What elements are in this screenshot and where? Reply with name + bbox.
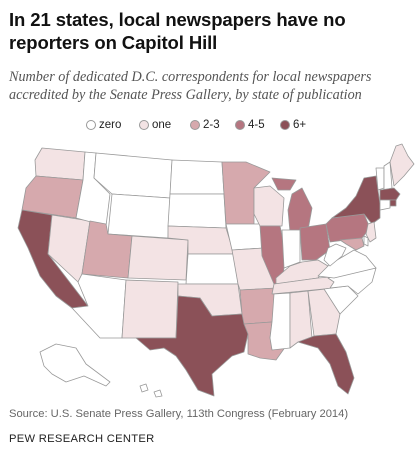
state-wv xyxy=(323,243,347,267)
state-nd xyxy=(169,159,225,195)
state-ma xyxy=(379,187,401,201)
state-tx xyxy=(135,295,249,397)
state-de xyxy=(363,235,369,247)
legend-label-2-3: 2-3 xyxy=(203,119,220,131)
legend-label-4-5: 4-5 xyxy=(248,119,265,131)
us-map-svg xyxy=(17,143,415,398)
legend-swatch-2-3 xyxy=(190,120,200,130)
legend-swatch-6-plus xyxy=(280,120,290,130)
state-co xyxy=(127,235,189,281)
state-md xyxy=(339,237,365,251)
legend-label-6-plus: 6+ xyxy=(293,119,307,131)
state-hi xyxy=(139,383,163,398)
state-nj xyxy=(365,221,377,243)
state-sd xyxy=(167,193,227,229)
state-ak xyxy=(39,343,111,387)
legend: zero one 2-3 4-5 6+ xyxy=(0,117,420,133)
state-ct xyxy=(379,199,391,211)
state-nm xyxy=(121,279,179,339)
state-in xyxy=(281,229,301,269)
state-wi xyxy=(253,185,285,227)
state-ar xyxy=(239,287,277,325)
legend-swatch-4-5 xyxy=(235,120,245,130)
org-credit: PEW RESEARCH CENTER xyxy=(9,433,155,445)
state-ks xyxy=(185,253,239,285)
legend-swatch-one xyxy=(139,120,149,130)
legend-label-zero: zero xyxy=(99,119,122,131)
state-me xyxy=(389,143,415,187)
state-fl xyxy=(297,333,355,395)
legend-label-one: one xyxy=(152,119,172,131)
us-state-map xyxy=(0,138,420,400)
state-ia xyxy=(225,223,265,251)
subtitle: Number of dedicated D.C. correspondents … xyxy=(9,69,372,103)
legend-swatch-zero xyxy=(86,120,96,130)
headline: In 21 states, local newspapers have no r… xyxy=(9,9,346,53)
state-ri xyxy=(389,199,397,207)
state-or xyxy=(21,175,84,219)
source-note: Source: U.S. Senate Press Gallery, 113th… xyxy=(9,408,349,420)
state-wa xyxy=(34,147,86,181)
state-wy xyxy=(107,193,171,239)
state-oh xyxy=(299,223,331,261)
state-nc xyxy=(327,267,377,295)
